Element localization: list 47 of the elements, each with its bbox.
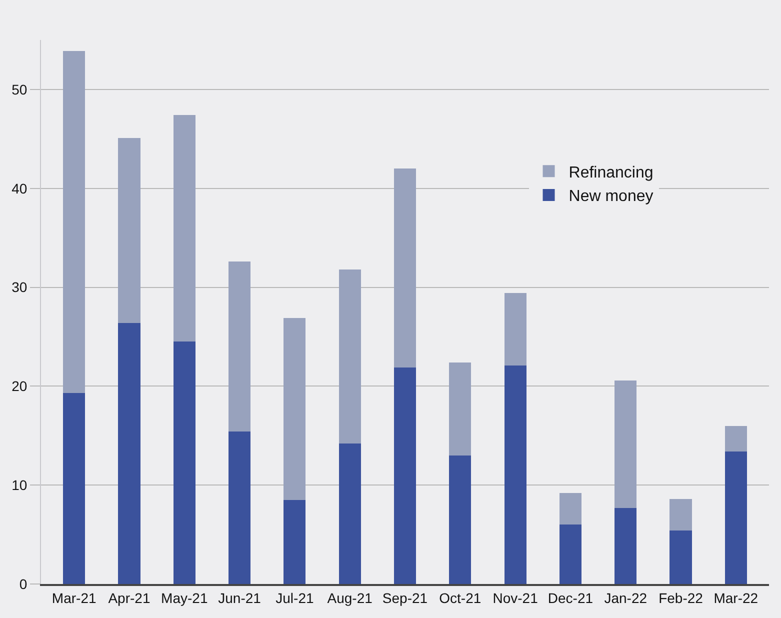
bar: [449, 455, 472, 584]
bar: [228, 432, 251, 584]
x-tick-label: Jun-21: [218, 590, 262, 606]
bar: [284, 500, 306, 584]
bar: [559, 493, 582, 525]
y-tick-label: 10: [12, 476, 28, 493]
bar: [338, 269, 361, 444]
y-tick-label: 30: [12, 279, 28, 296]
y-tick-label: 20: [12, 378, 28, 394]
bar: [118, 322, 140, 584]
bar: [449, 362, 472, 456]
x-tick-label: Nov-21: [492, 590, 538, 606]
x-tick-label: Oct-21: [439, 590, 482, 606]
y-tick-label: 0: [19, 576, 28, 592]
bar: [614, 508, 637, 584]
bar: [173, 342, 196, 584]
bar: [394, 168, 416, 368]
bar: [118, 138, 140, 323]
bar: [63, 393, 86, 584]
bar: [504, 293, 526, 366]
bar: [394, 367, 416, 584]
y-tick-label: 40: [12, 180, 28, 196]
bar: [504, 365, 526, 584]
bar: [228, 262, 251, 432]
bar: [670, 498, 692, 531]
legend-label: New money: [568, 188, 654, 206]
bar: [559, 524, 582, 584]
x-tick-label: Jul-21: [276, 590, 314, 606]
bar: [724, 451, 747, 584]
bar: [670, 530, 692, 584]
x-tick-label: Aug-21: [327, 590, 373, 606]
x-tick-label: Sep-21: [382, 590, 428, 606]
x-tick-label: Apr-21: [108, 590, 150, 606]
legend-label: Refinancing: [568, 164, 654, 182]
bar: [173, 115, 196, 342]
x-tick-label: Jan-22: [604, 590, 648, 606]
bar: [63, 50, 86, 394]
x-tick-label: May-21: [161, 590, 208, 606]
x-tick-label: Dec-21: [548, 590, 594, 606]
bar: [284, 318, 306, 500]
bar: [724, 426, 747, 452]
x-tick-label: Feb-22: [658, 590, 704, 606]
y-tick-label: 50: [12, 81, 28, 98]
x-tick-label: Mar-21: [52, 590, 96, 606]
x-tick-label: Mar-22: [714, 590, 758, 606]
bar: [338, 444, 361, 584]
bar: [614, 380, 637, 508]
